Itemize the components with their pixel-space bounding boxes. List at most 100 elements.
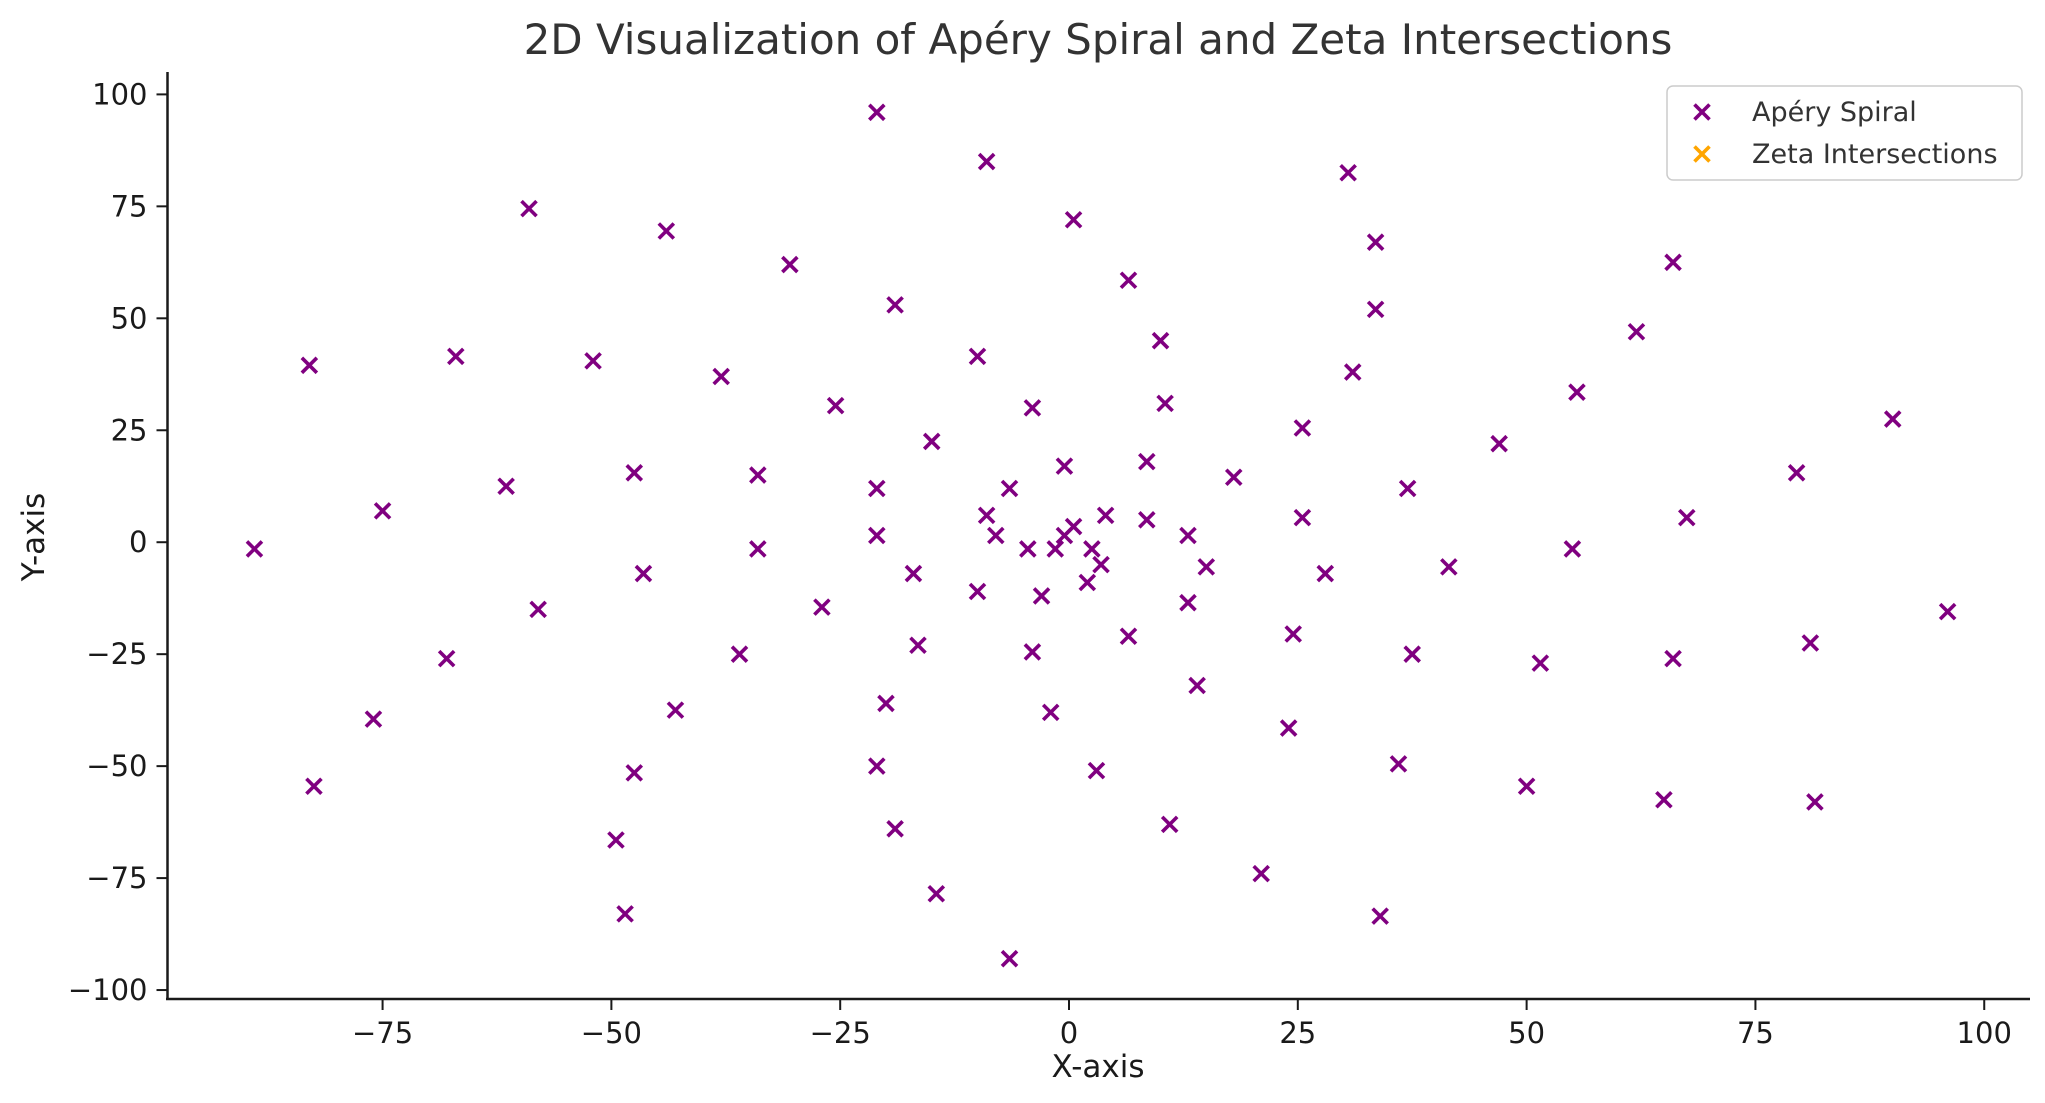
data-point: [1490, 434, 1508, 453]
data-point: [886, 296, 904, 314]
data-point: [730, 645, 749, 663]
data-point: [520, 199, 538, 218]
data-point: [1655, 790, 1673, 809]
data-point: [529, 600, 547, 619]
data-point: [1252, 864, 1270, 883]
data-point: [1224, 468, 1243, 487]
data-point: [749, 540, 767, 558]
data-point: [1179, 593, 1197, 612]
data-point: [877, 694, 895, 713]
data-point: [749, 466, 767, 484]
data-point: [1343, 363, 1362, 381]
data-point: [1046, 540, 1065, 558]
data-point: [1023, 643, 1042, 661]
y-tick-label: −50: [86, 749, 147, 783]
data-point: [1000, 479, 1019, 498]
data-point: [625, 464, 644, 482]
data-point: [1664, 253, 1682, 272]
x-axis-title: X-axis: [1052, 1049, 1145, 1085]
y-tick-label: 0: [129, 525, 147, 559]
y-tick-label: −25: [86, 637, 147, 671]
data-point: [922, 432, 941, 451]
data-point: [1064, 211, 1083, 229]
data-point: [300, 356, 319, 375]
data-point: [1078, 573, 1097, 592]
data-point: [1806, 793, 1824, 811]
data-point: [245, 540, 264, 558]
legend-box: [1666, 85, 2023, 181]
data-point: [1138, 452, 1156, 471]
data-point: [437, 649, 456, 668]
data-point: [666, 701, 685, 719]
data-point: [813, 598, 831, 616]
y-tick-label: 25: [111, 413, 148, 447]
data-point: [1119, 627, 1138, 646]
data-point: [1398, 479, 1417, 498]
data-point: [616, 905, 634, 923]
x-tick-label: 25: [1279, 1016, 1316, 1050]
data-point: [868, 479, 886, 498]
data-point: [1517, 777, 1536, 796]
data-point: [1568, 383, 1586, 401]
data-point: [657, 222, 676, 240]
data-point: [1678, 508, 1696, 527]
x-tick-label: 75: [1737, 1016, 1774, 1050]
data-point: [1883, 410, 1902, 428]
data-point: [634, 564, 653, 583]
x-tick-label: 0: [1060, 1016, 1078, 1050]
data-point: [1188, 676, 1206, 695]
y-tick-label: 50: [111, 301, 148, 335]
x-tick-label: 100: [1957, 1016, 2012, 1050]
data-point: [1627, 322, 1646, 341]
data-point: [1096, 506, 1115, 525]
data-point: [1197, 558, 1216, 576]
data-point: [364, 710, 383, 728]
data-point: [968, 347, 987, 366]
y-axis-title: Y-axis: [16, 493, 52, 583]
y-tick-label: 100: [92, 77, 147, 111]
data-point: [712, 367, 730, 386]
data-point: [1041, 703, 1060, 722]
data-point: [1279, 719, 1298, 737]
data-point: [1092, 555, 1110, 574]
data-point: [886, 820, 904, 838]
data-point: [1389, 755, 1408, 773]
data-point: [1366, 233, 1385, 251]
data-point: [1138, 511, 1156, 529]
data-point: [904, 564, 923, 583]
y-tick-label: 75: [111, 189, 148, 223]
data-point: [1440, 558, 1458, 576]
legend-label: Zeta Intersections: [1752, 139, 1998, 170]
legend-label: Apéry Spiral: [1752, 97, 1917, 128]
data-point: [868, 103, 886, 122]
data-point: [584, 352, 602, 370]
data-point: [1083, 540, 1101, 558]
data-point: [909, 636, 927, 654]
data-point: [1032, 587, 1051, 605]
x-tick-label: −25: [810, 1016, 871, 1050]
data-point: [1371, 907, 1389, 925]
data-point: [1087, 761, 1106, 780]
data-point: [868, 526, 886, 545]
y-tick-label: −75: [86, 861, 147, 895]
x-tick-label: −50: [581, 1016, 642, 1050]
data-point: [1563, 540, 1582, 558]
legend: Apéry Spiral Zeta Intersections: [1666, 85, 2023, 181]
data-point: [1023, 399, 1042, 417]
data-point: [1293, 508, 1312, 527]
data-point: [987, 526, 1005, 545]
data-point: [1801, 634, 1820, 652]
data-point: [497, 477, 515, 496]
data-point: [868, 757, 886, 775]
data-point: [1339, 163, 1357, 182]
data-point: [1019, 540, 1037, 558]
data-point: [977, 152, 996, 171]
data-point: [1403, 645, 1421, 663]
data-point: [1151, 331, 1170, 350]
axes: [166, 72, 2030, 1001]
data-point: [1531, 654, 1550, 672]
y-tick-label: −100: [68, 973, 148, 1007]
data-point: [977, 506, 996, 525]
